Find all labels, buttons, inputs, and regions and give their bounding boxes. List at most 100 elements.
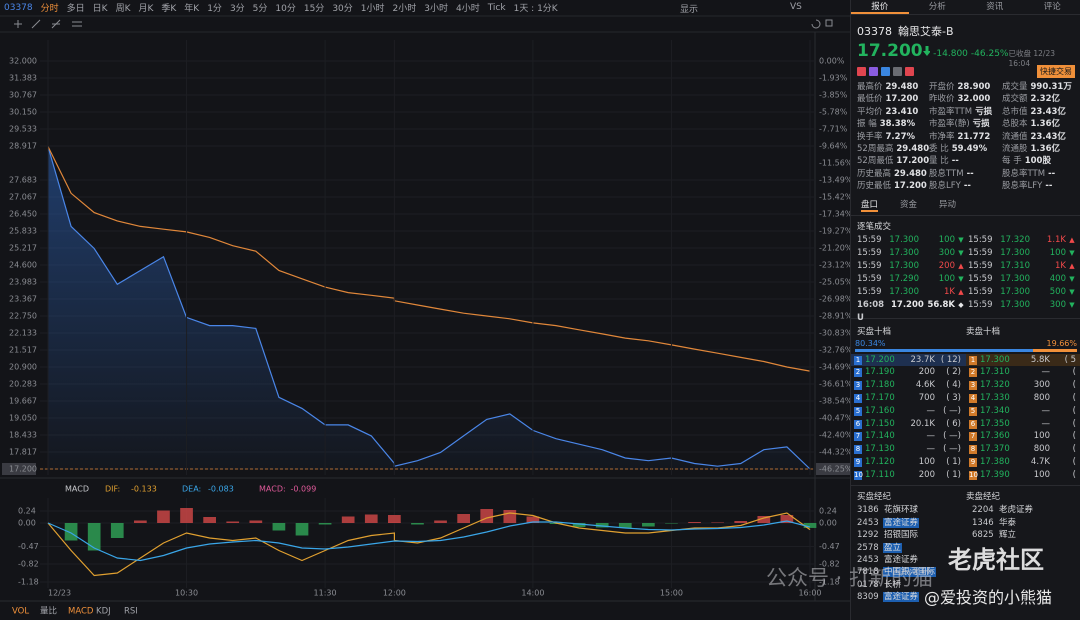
period-tab[interactable]: 多日 xyxy=(66,4,85,14)
period-tab[interactable]: 1分 xyxy=(207,4,222,14)
indicator-tab[interactable]: MACD xyxy=(68,607,94,617)
broker-row[interactable]: 2578 盈立 xyxy=(857,542,966,554)
period-tab[interactable]: 1天 : 1分K xyxy=(513,4,558,14)
y2-tick-label: -17.34% xyxy=(819,209,850,218)
broker-row[interactable]: 6825 辉立 xyxy=(972,529,1080,541)
macd-bar xyxy=(64,523,78,541)
broker-row[interactable]: 8309 富途证券 xyxy=(857,591,966,603)
trade-volume: 1K xyxy=(944,286,955,297)
tool-icon[interactable] xyxy=(825,19,833,27)
macd-bar xyxy=(203,517,216,523)
trade-price: 17.300 xyxy=(1000,247,1030,258)
tool-icon[interactable] xyxy=(51,19,61,29)
period-tab[interactable]: 季K xyxy=(161,4,177,14)
indicator-tab[interactable]: RSI xyxy=(124,607,138,617)
trade-time: 16:08 U xyxy=(857,299,885,323)
broker-row[interactable]: 2453 富途证券 xyxy=(857,517,966,529)
broker-row[interactable]: 3186 花旗环球 xyxy=(857,504,966,516)
indicator-tab[interactable]: VOL xyxy=(12,607,29,617)
stat-label: 昨收价 xyxy=(929,94,955,105)
period-tab[interactable]: 10分 xyxy=(275,4,296,14)
book-level: 9 xyxy=(854,457,862,467)
trade-direction: ▼ xyxy=(958,248,964,257)
tool-icon[interactable] xyxy=(72,21,82,27)
macd-bar xyxy=(157,510,170,523)
period-tab[interactable]: 分时 xyxy=(40,4,59,14)
period-tab[interactable]: 15分 xyxy=(303,4,325,14)
broker-row[interactable]: 0178 长桥 xyxy=(857,579,966,591)
period-tab[interactable]: 2小时 xyxy=(392,4,417,14)
trade-price: 17.300 xyxy=(889,260,919,271)
y2-tick-label: 0.00% xyxy=(819,57,845,66)
readout-name: DEA: xyxy=(182,485,201,494)
stat: 总股本 1.36亿 xyxy=(1002,118,1080,130)
trade-volume: 200 xyxy=(938,260,955,271)
broker-row[interactable]: 7818 中国银河国际 xyxy=(857,566,966,578)
trade-direction: ▲ xyxy=(1069,235,1075,244)
macd-bar xyxy=(665,523,678,524)
trade-price: 17.320 xyxy=(1000,234,1030,245)
detail-tab[interactable]: 异动 xyxy=(939,199,957,210)
book-orders: ( xyxy=(1072,456,1076,467)
book-volume: — xyxy=(1041,367,1051,378)
quote-tab[interactable]: 评论 xyxy=(1043,2,1061,12)
broker-row[interactable]: 1346 华泰 xyxy=(972,517,1080,529)
period-tab[interactable]: 4小时 xyxy=(455,4,480,14)
period-tab[interactable]: 3小时 xyxy=(424,4,448,14)
broker-row[interactable]: 1292 招银国际 xyxy=(857,529,966,541)
y2-tick-label: -13.49% xyxy=(819,176,850,185)
icon[interactable] xyxy=(869,66,878,76)
period-tab[interactable]: Tick xyxy=(487,2,506,13)
book-ratio: 80.34% 19.66% xyxy=(851,339,1080,348)
period-tab[interactable]: 30分 xyxy=(332,4,353,14)
trade-time: 15:59 xyxy=(968,286,993,297)
book-row: 4 17.170 700 ( 3) xyxy=(851,392,966,405)
period-tab[interactable]: 年K xyxy=(184,4,200,14)
quote-tab[interactable]: 报价 xyxy=(851,0,909,14)
broker-row[interactable]: 2204 老虎证券 xyxy=(972,504,1080,516)
icon[interactable] xyxy=(893,66,902,76)
symbol[interactable]: 03378 xyxy=(4,2,33,13)
quote-tab[interactable]: 资讯 xyxy=(986,2,1004,12)
book-price: 17.130 xyxy=(865,444,895,455)
macd-bar xyxy=(734,521,748,523)
broker-name: 富途证券 xyxy=(884,555,919,566)
y2-tick-label: -23.12% xyxy=(819,260,850,269)
detail-tab[interactable]: 盘口 xyxy=(861,199,879,212)
quote-tab[interactable]: 分析 xyxy=(928,2,946,12)
last-price-box xyxy=(2,463,36,475)
period-tab[interactable]: 月K xyxy=(138,4,154,14)
period-tab[interactable]: 日K xyxy=(92,4,108,14)
quick-trade-button[interactable]: 快捷交易 xyxy=(1037,64,1075,78)
period-tab[interactable]: 周K xyxy=(115,4,131,14)
period-tab[interactable]: 3分 xyxy=(229,4,245,14)
toolbar-button[interactable]: VS xyxy=(790,2,802,12)
tool-icon[interactable] xyxy=(811,19,821,29)
period-tab[interactable]: 1小时 xyxy=(360,4,385,14)
icon[interactable] xyxy=(881,66,890,76)
macd-bar xyxy=(434,520,447,523)
tool-icon[interactable] xyxy=(14,20,22,28)
trade-price: 17.300 xyxy=(889,234,919,245)
stat-label: 股息LFY xyxy=(929,181,961,192)
broker-row[interactable]: 2453 富途证券 xyxy=(857,554,966,566)
price-row: 17.200 -14.800 -46.25% 已收盘 12/23 16:04 xyxy=(851,39,1080,68)
detail-tab[interactable]: 资金 xyxy=(900,199,918,210)
book-row: 4 17.330 800 ( xyxy=(966,392,1080,405)
indicator-tab[interactable]: KDJ xyxy=(96,607,111,617)
broker-code: 7818 xyxy=(857,567,879,578)
icon[interactable] xyxy=(857,66,866,76)
trade-time: 15:59 xyxy=(968,234,993,245)
broker-name: 辉立 xyxy=(999,530,1017,541)
stat-label: 流通值 xyxy=(1002,131,1028,142)
indicator-tab[interactable]: 量比 xyxy=(40,606,57,617)
drawing-tools[interactable] xyxy=(14,19,833,29)
macd-bar xyxy=(457,514,470,523)
period-tab[interactable]: 5分 xyxy=(252,4,268,14)
icon[interactable] xyxy=(905,66,914,76)
book-volume: 200 xyxy=(918,367,935,378)
stat-label: 股息率LFY xyxy=(1002,181,1043,192)
book-row: 7 17.360 100 ( xyxy=(966,430,1080,443)
tool-icon[interactable] xyxy=(31,19,41,29)
toolbar-button[interactable]: 显示 xyxy=(680,5,699,15)
